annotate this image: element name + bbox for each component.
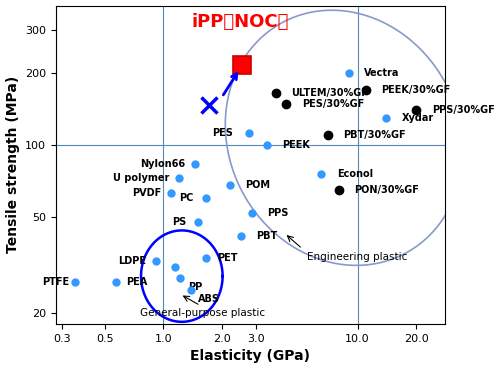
Text: PES: PES (212, 128, 233, 138)
Text: PVDF: PVDF (132, 188, 162, 198)
Text: PPS/30%GF: PPS/30%GF (432, 105, 494, 115)
Text: PEEK: PEEK (282, 140, 310, 150)
Text: ULTEM/30%GF: ULTEM/30%GF (292, 88, 368, 98)
Text: PPS: PPS (268, 208, 288, 218)
Text: Econol: Econol (337, 169, 373, 179)
Text: U polymer: U polymer (112, 173, 169, 183)
Text: Nylon66: Nylon66 (140, 159, 185, 169)
Text: PET: PET (218, 253, 238, 263)
Text: General-purpose plastic: General-purpose plastic (140, 308, 266, 318)
Text: PEEK/30%GF: PEEK/30%GF (381, 85, 450, 94)
Text: PON/30%GF: PON/30%GF (354, 185, 419, 195)
Text: PC: PC (180, 193, 194, 203)
Text: PP: PP (188, 282, 202, 292)
Text: Vectra: Vectra (364, 68, 400, 77)
Text: Engineering plastic: Engineering plastic (307, 252, 408, 262)
Text: ABS: ABS (198, 294, 220, 304)
Y-axis label: Tensile strength (MPa): Tensile strength (MPa) (6, 76, 20, 254)
Text: PTFE: PTFE (42, 277, 69, 287)
Text: Xydar: Xydar (402, 113, 434, 123)
Text: LDPE: LDPE (118, 256, 146, 266)
Text: PS: PS (172, 217, 186, 227)
Text: PBT: PBT (256, 231, 278, 241)
Text: PES/30%GF: PES/30%GF (302, 99, 364, 109)
Text: PEA: PEA (126, 277, 147, 287)
Text: PBT/30%GF: PBT/30%GF (343, 130, 406, 140)
X-axis label: Elasticity (GPa): Elasticity (GPa) (190, 349, 310, 363)
Text: POM: POM (246, 180, 270, 190)
Text: iPP（NOC）: iPP（NOC） (192, 13, 290, 31)
